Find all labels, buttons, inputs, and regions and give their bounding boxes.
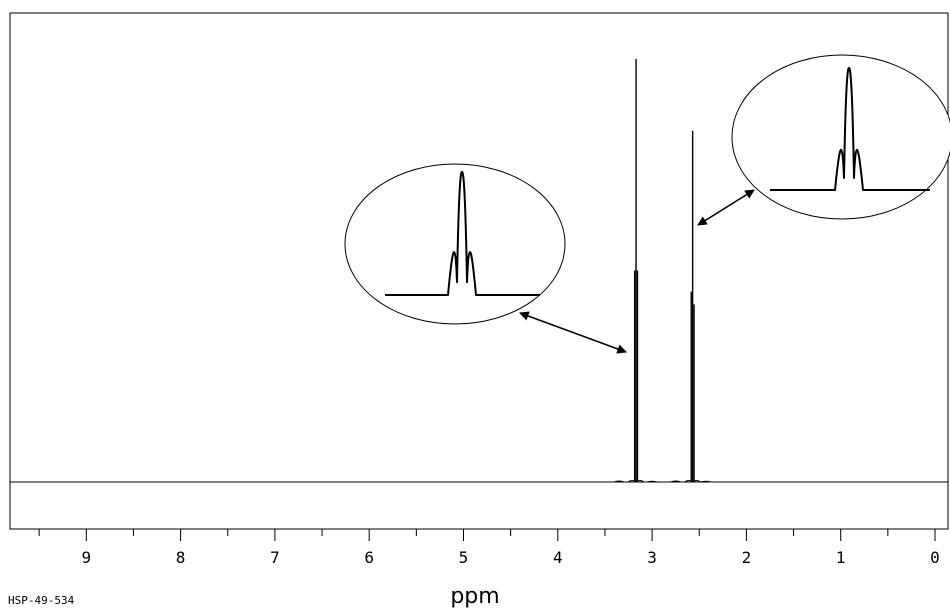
- x-tick-label: 6: [364, 548, 374, 567]
- baseline-noise: [670, 480, 681, 483]
- x-tick-label: 5: [459, 548, 469, 567]
- sample-id: HSP-49-534: [8, 594, 75, 607]
- x-axis: 9 8 7 6 5 4 3 2 1 0: [38, 529, 940, 567]
- inset-triplet: [731, 54, 950, 220]
- inset-arrows: [519, 189, 755, 354]
- spectrum-trace: [613, 59, 711, 483]
- plot-frame: [9, 12, 949, 530]
- x-axis-label: ppm: [450, 584, 499, 609]
- baseline-noise: [613, 480, 625, 483]
- x-tick-label: 0: [930, 548, 940, 567]
- inset-triplet: [344, 163, 566, 325]
- x-tick-label: 9: [81, 548, 91, 567]
- peak-foot: [684, 480, 701, 483]
- peak-insets: [344, 54, 950, 325]
- inset-arrow: [519, 311, 627, 354]
- x-tick-label: 2: [742, 548, 752, 567]
- x-tick-label: 1: [836, 548, 846, 567]
- inset-arrow: [697, 189, 755, 226]
- inset-ellipse: [344, 163, 566, 325]
- x-tick-label: 7: [270, 548, 280, 567]
- x-tick-label: 8: [176, 548, 186, 567]
- inset-trace: [770, 66, 930, 191]
- inset-ellipse: [731, 54, 950, 220]
- x-tick-label: 3: [647, 548, 657, 567]
- x-tick-label: 4: [553, 548, 563, 567]
- baseline-noise: [700, 480, 711, 483]
- baseline-noise: [646, 480, 658, 483]
- peak-foot: [627, 480, 645, 483]
- inset-trace: [385, 170, 540, 296]
